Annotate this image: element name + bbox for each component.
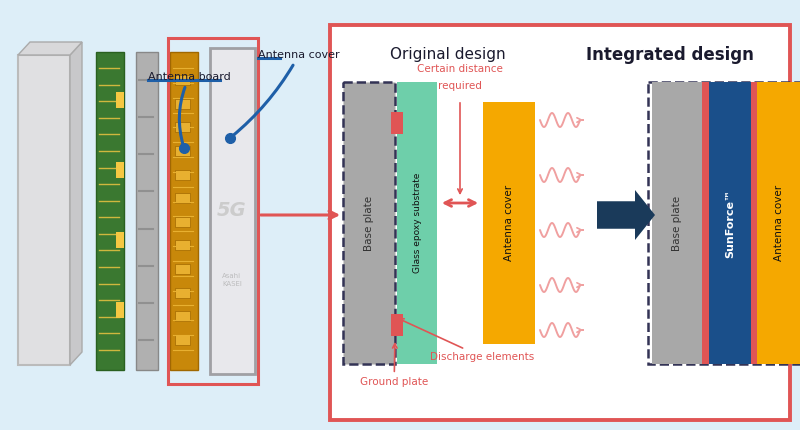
- Text: Base plate: Base plate: [364, 196, 374, 251]
- Bar: [175, 288, 190, 298]
- Text: Antenna board: Antenna board: [148, 72, 230, 145]
- Bar: [751, 82, 757, 364]
- Bar: [170, 52, 198, 370]
- Bar: [175, 75, 190, 85]
- Text: Asahi
KASEI: Asahi KASEI: [222, 273, 242, 286]
- Bar: [175, 98, 190, 109]
- Bar: [709, 82, 751, 364]
- Bar: [391, 112, 403, 134]
- Bar: [210, 48, 255, 374]
- Bar: [343, 82, 395, 364]
- Bar: [96, 52, 124, 370]
- Bar: [18, 55, 70, 365]
- Text: Integrated design: Integrated design: [586, 46, 754, 64]
- Text: Discharge elements: Discharge elements: [399, 319, 534, 362]
- Bar: [397, 82, 437, 364]
- Bar: [168, 38, 258, 384]
- Text: Original design: Original design: [390, 47, 506, 62]
- Bar: [330, 25, 790, 420]
- Bar: [391, 314, 403, 336]
- Text: Antenna cover: Antenna cover: [504, 185, 514, 261]
- Bar: [175, 240, 190, 250]
- Bar: [136, 52, 158, 370]
- Text: Base plate: Base plate: [672, 196, 682, 251]
- Text: 5G: 5G: [217, 200, 247, 219]
- Bar: [175, 217, 190, 227]
- Bar: [757, 82, 800, 364]
- Bar: [702, 82, 709, 364]
- Bar: [116, 302, 124, 318]
- Bar: [5, 5, 330, 425]
- Bar: [652, 82, 702, 364]
- Polygon shape: [70, 42, 82, 365]
- Text: Certain distance: Certain distance: [417, 64, 503, 74]
- Bar: [175, 122, 190, 132]
- Bar: [175, 146, 190, 156]
- Text: SunForce™: SunForce™: [725, 188, 735, 258]
- Bar: [116, 162, 124, 178]
- Text: Antenna cover: Antenna cover: [232, 50, 340, 136]
- Text: Glass epoxy substrate: Glass epoxy substrate: [413, 173, 422, 273]
- Bar: [175, 335, 190, 345]
- Bar: [175, 193, 190, 203]
- Text: required: required: [438, 81, 482, 91]
- Polygon shape: [597, 190, 655, 240]
- Bar: [116, 92, 124, 108]
- Bar: [175, 264, 190, 274]
- Bar: [116, 232, 124, 248]
- Bar: [648, 82, 800, 364]
- Text: Ground plate: Ground plate: [360, 344, 428, 387]
- Polygon shape: [18, 42, 82, 55]
- Text: Antenna cover: Antenna cover: [774, 185, 785, 261]
- Bar: [175, 311, 190, 321]
- Bar: [175, 169, 190, 180]
- Bar: [483, 102, 535, 344]
